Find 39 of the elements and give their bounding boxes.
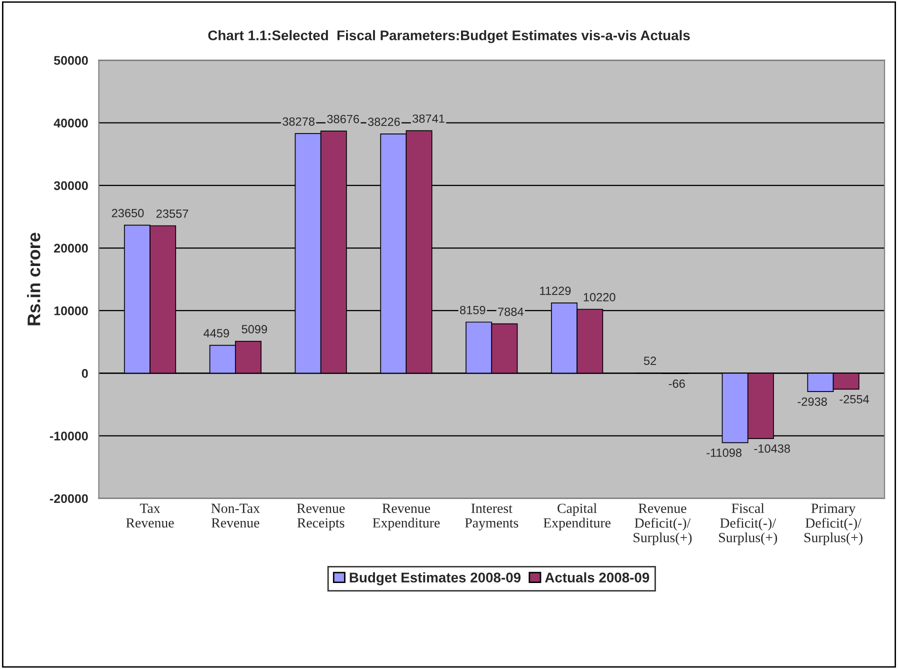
data-label: 23650 [112,208,144,218]
data-label: -10438 [754,444,790,453]
y-tick-label: 30000 [54,181,88,190]
legend-label: Budget Estimates 2008-09 [350,572,521,586]
x-tick-label: Interest Payments [465,504,518,530]
legend-label: Actuals 2008-09 [545,572,650,582]
data-label: 7884 [498,308,524,316]
data-label: 4459 [204,329,230,338]
y-axis-title: Rs.in crore [27,232,40,326]
y-tick-label: 50000 [54,56,88,65]
data-label: 5099 [242,325,267,334]
x-tick-label: Revenue Expenditure [372,504,440,530]
y-tick-label: -10000 [50,432,88,440]
x-tick-label: Revenue Receipts [296,504,345,530]
x-tick-label: Primary Deficit(-)/ Surplus(+) [804,504,862,546]
x-tick-label: Non-Tax Revenue [211,504,260,528]
data-label: 38226 [368,118,400,126]
data-label: 38741 [412,114,444,123]
x-tick-label: Revenue Deficit(-)/ Surplus(+) [634,504,692,546]
x-tick-label: Capital Expenditure [544,503,611,530]
y-tick-label: 40000 [54,118,88,128]
y-tick-label: 0 [82,369,88,378]
data-label: 11229 [540,286,571,296]
data-label: 38676 [327,114,360,124]
data-label: 10220 [584,292,616,302]
y-tick-label: 10000 [54,306,88,316]
data-label: -2554 [840,395,869,404]
data-label: 23557 [156,209,188,218]
data-label: -11098 [706,448,742,457]
data-label: -2938 [798,397,827,406]
data-label: 38278 [282,117,314,126]
data-label: 52 [644,356,656,365]
chart-title: Chart 1.1:Selected Fiscal Parameters:Budget Estimates vis-a-vis Actuals [208,30,690,44]
x-tick-label: Tax Revenue [126,504,174,528]
data-label: 8159 [460,306,486,314]
data-label: -66 [668,379,685,388]
x-tick-label: Fiscal Deficit(-)/ Surplus(+) [719,503,778,546]
y-tick-label: 20000 [54,244,88,253]
y-tick-label: -20000 [50,494,88,504]
